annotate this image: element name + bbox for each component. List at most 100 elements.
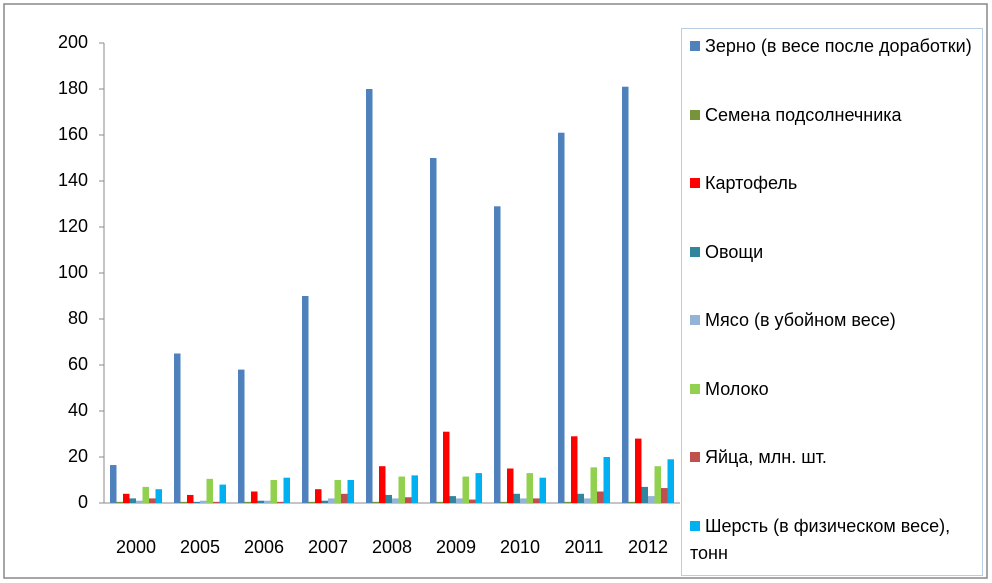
bar: [129, 498, 136, 503]
bar: [251, 491, 258, 503]
bar: [193, 501, 200, 503]
bar: [180, 501, 187, 503]
x-tick-label: 2011: [565, 537, 604, 557]
bar: [155, 489, 162, 503]
x-tick-label: 2008: [372, 537, 412, 557]
y-tick-label: 180: [58, 78, 88, 98]
y-tick-label: 140: [58, 170, 88, 190]
legend-item: Картофель: [690, 170, 980, 197]
bar: [149, 498, 156, 503]
y-tick-label: 100: [58, 262, 88, 282]
bar: [308, 501, 315, 503]
legend-label: Мясо (в убойном весе): [705, 310, 896, 330]
legend-label: Шерсть (в физическом весе), тонн: [690, 515, 951, 563]
bar: [533, 498, 540, 503]
bar: [443, 431, 450, 503]
bar: [174, 353, 181, 503]
bar: [302, 296, 309, 503]
bar: [462, 476, 469, 503]
bar: [494, 206, 501, 504]
bar: [564, 501, 571, 503]
bar: [142, 486, 149, 503]
y-tick-label: 20: [68, 446, 88, 466]
bar: [456, 498, 463, 503]
bar: [283, 477, 290, 503]
legend-label: Овощи: [705, 241, 764, 262]
bar: [513, 493, 520, 503]
bar: [469, 499, 476, 503]
bar: [648, 496, 655, 503]
y-tick-label: 120: [58, 216, 88, 236]
bar: [219, 484, 226, 503]
bar: [520, 498, 527, 503]
bar: [667, 459, 674, 503]
bar: [187, 494, 194, 503]
bar: [321, 500, 328, 503]
y-tick-label: 0: [78, 492, 88, 512]
bar: [603, 457, 610, 503]
legend-item: Молоко: [690, 376, 980, 403]
bar: [116, 501, 123, 503]
legend-label: Зерно (в весе после доработки): [705, 36, 972, 56]
legend-item: Шерсть (в физическом весе), тонн: [690, 513, 980, 567]
y-tick-label: 160: [58, 124, 88, 144]
bar: [379, 466, 386, 503]
bar: [206, 478, 213, 503]
bar: [500, 501, 507, 503]
bar: [264, 500, 271, 503]
legend-swatch: [690, 520, 700, 531]
legend-swatch: [690, 41, 700, 51]
bar: [277, 501, 284, 503]
legend-item: Овощи: [690, 239, 980, 266]
bar: [341, 493, 348, 503]
bar: [475, 473, 482, 503]
bar: [200, 500, 207, 503]
legend-item: Яйца, млн. шт.: [690, 444, 980, 471]
bar: [430, 158, 437, 503]
x-tick-label: 2000: [116, 537, 156, 557]
x-tick-label: 2007: [308, 537, 348, 557]
bar: [539, 477, 546, 503]
bar: [110, 465, 117, 503]
bar: [123, 493, 130, 503]
bar: [641, 486, 648, 503]
legend-swatch: [690, 178, 700, 188]
bar: [328, 498, 335, 503]
x-tick-label: 2009: [436, 537, 476, 557]
legend-swatch: [690, 315, 700, 325]
bar: [449, 496, 456, 503]
bar: [372, 501, 379, 503]
bar: [577, 493, 584, 503]
bar: [270, 480, 277, 503]
bar: [526, 473, 533, 503]
bar: [347, 480, 354, 503]
legend-swatch: [690, 246, 700, 257]
y-tick-label: 80: [68, 308, 88, 328]
bar: [590, 467, 597, 503]
bar: [385, 494, 392, 503]
legend-item: Мясо (в убойном весе): [690, 307, 980, 334]
bar: [558, 132, 565, 503]
y-tick-label: 60: [68, 354, 88, 374]
bar: [366, 89, 373, 503]
bar: [398, 476, 405, 503]
bar: [654, 466, 661, 503]
bar: [405, 497, 412, 503]
bar: [334, 480, 341, 503]
bar: [584, 498, 591, 503]
y-tick-label: 200: [58, 32, 88, 52]
legend-label: Картофель: [705, 173, 798, 193]
legend-label: Семена подсолнечника: [705, 104, 902, 125]
bar: [622, 86, 629, 503]
bar: [244, 501, 251, 503]
bar: [507, 468, 514, 503]
x-tick-label: 2006: [244, 537, 284, 557]
legend-item: Семена подсолнечника: [690, 102, 980, 129]
legend-label: Яйца, млн. шт.: [705, 447, 827, 467]
bar: [315, 489, 322, 503]
legend-swatch: [690, 383, 700, 394]
legend-swatch: [690, 109, 700, 120]
x-tick-label: 2010: [500, 537, 540, 557]
legend: Зерно (в весе после доработки) Семена под…: [681, 28, 983, 576]
bar: [597, 491, 604, 503]
